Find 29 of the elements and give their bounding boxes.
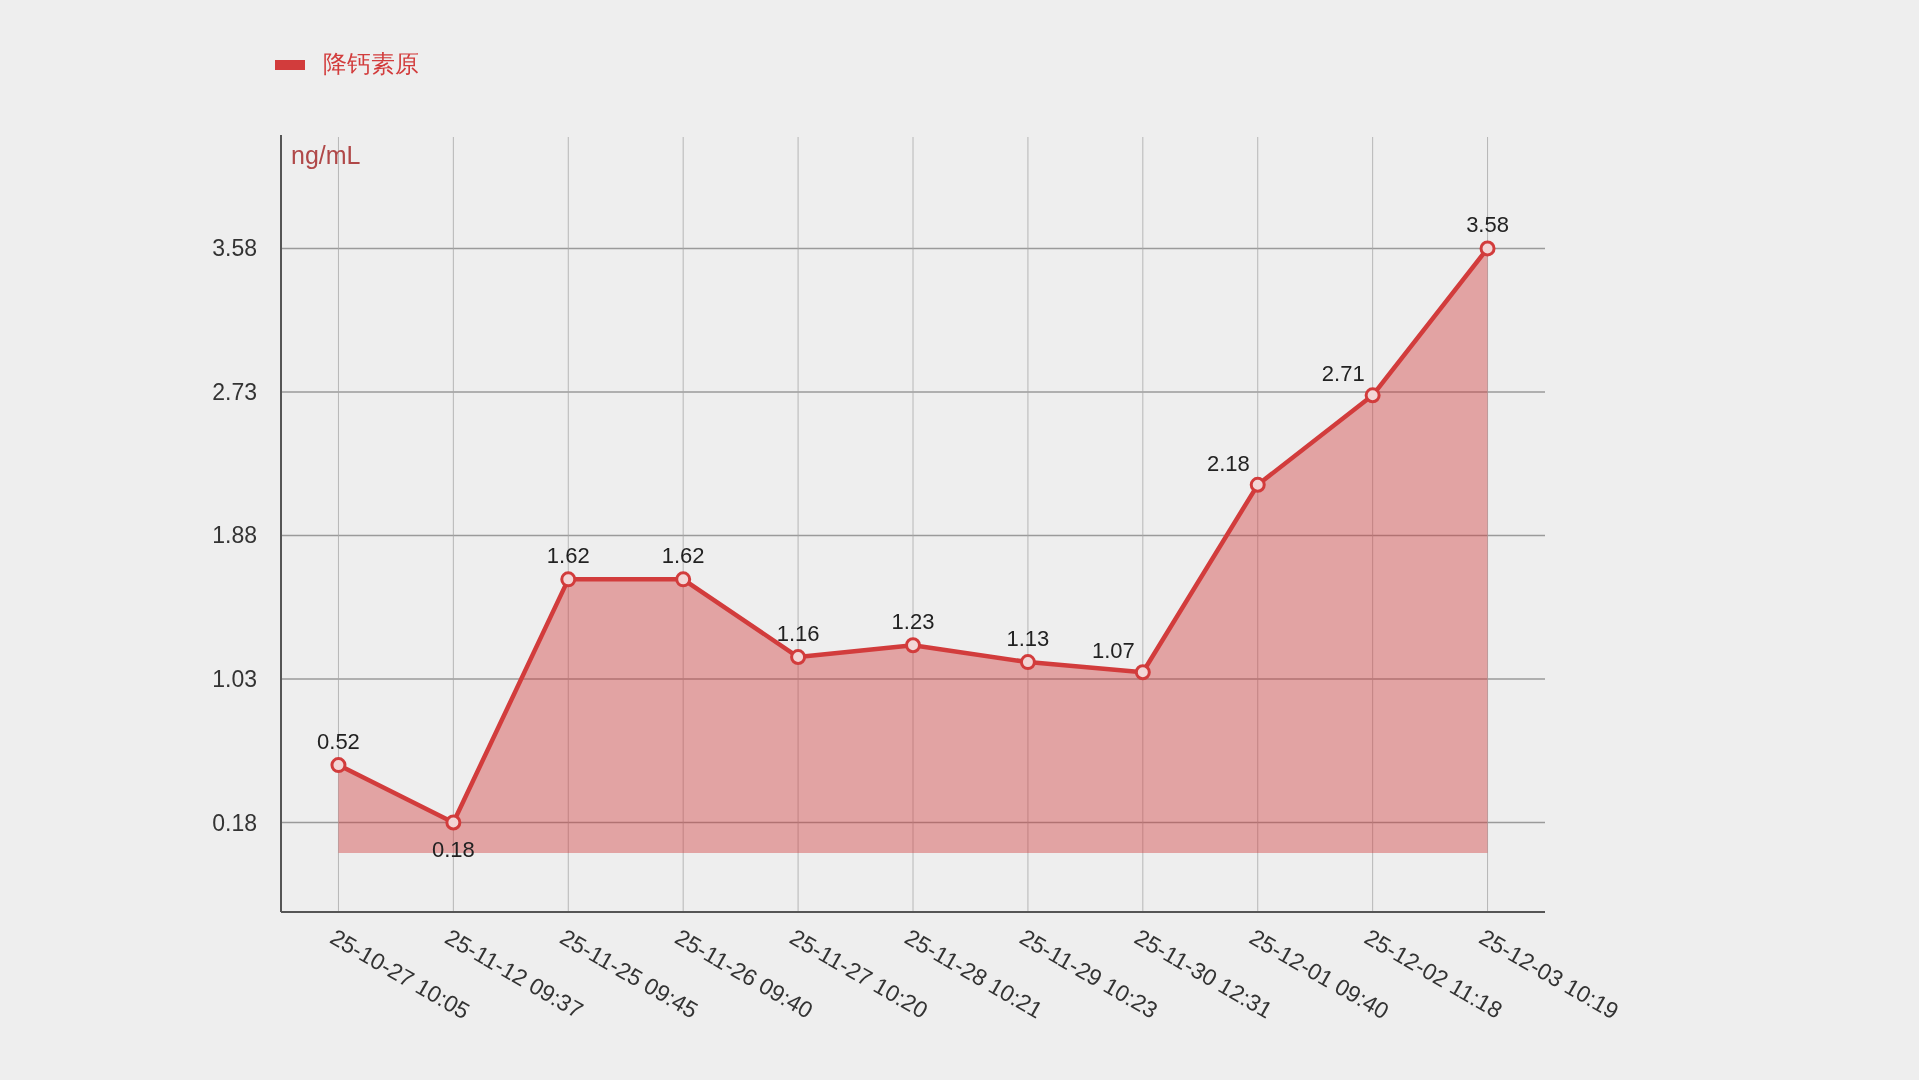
y-tick-label: 3.58 [212, 235, 257, 262]
data-label: 1.07 [1091, 638, 1135, 664]
point [560, 571, 577, 588]
data-label: 3.58 [1466, 212, 1509, 238]
y-tick-label: 1.03 [212, 665, 257, 692]
data-label: 1.23 [891, 609, 935, 635]
y-tick-label: 1.88 [212, 522, 257, 549]
point [1134, 664, 1151, 681]
point [790, 649, 807, 666]
point [445, 814, 462, 831]
y-tick-label: 2.73 [212, 378, 257, 405]
data-label: 0.52 [317, 729, 360, 755]
point [1019, 654, 1036, 671]
data-label: 1.16 [776, 621, 820, 647]
point [330, 757, 347, 774]
data-label: 1.62 [661, 543, 705, 569]
point [1364, 387, 1381, 404]
data-label: 2.71 [1321, 361, 1365, 387]
point [675, 571, 692, 588]
data-label: 1.62 [546, 543, 590, 569]
legend-label: 降钙素原 [323, 50, 419, 77]
point [905, 637, 921, 654]
point [1249, 476, 1266, 493]
y-tick-label: 0.18 [212, 809, 257, 836]
data-label: 1.13 [1006, 626, 1050, 652]
data-label: 0.18 [431, 836, 475, 862]
point [1479, 240, 1496, 257]
data-label: 2.18 [1206, 450, 1250, 476]
y-axis-title: ng/mL [291, 141, 361, 169]
